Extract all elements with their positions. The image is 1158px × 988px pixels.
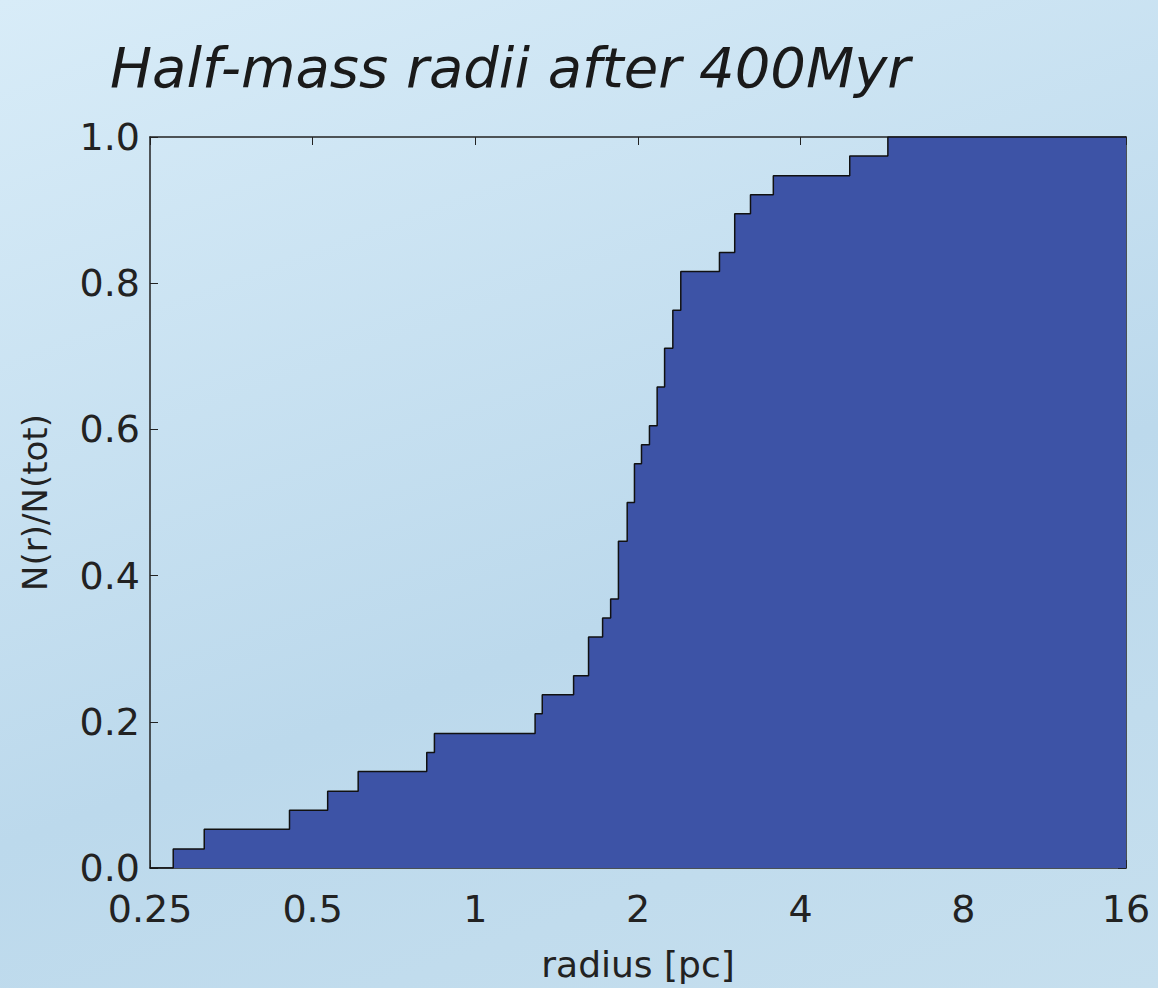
svg-text:2: 2 [626,887,650,931]
svg-text:16: 16 [1102,887,1150,931]
svg-text:4: 4 [789,887,813,931]
svg-text:1: 1 [463,887,487,931]
svg-text:0.4: 0.4 [80,554,140,598]
svg-text:N(r)/N(tot): N(r)/N(tot) [15,414,55,591]
svg-text:0.25: 0.25 [108,887,193,931]
svg-text:0.0: 0.0 [80,846,140,890]
svg-text:0.8: 0.8 [80,261,140,305]
svg-text:0.2: 0.2 [80,700,140,744]
svg-text:Half-mass radii after 400Myr: Half-mass radii after 400Myr [110,35,913,100]
svg-text:1.0: 1.0 [80,115,140,159]
svg-text:0.5: 0.5 [282,887,342,931]
svg-text:0.6: 0.6 [80,407,140,451]
svg-text:radius [pc]: radius [pc] [541,944,734,985]
svg-text:8: 8 [951,887,975,931]
